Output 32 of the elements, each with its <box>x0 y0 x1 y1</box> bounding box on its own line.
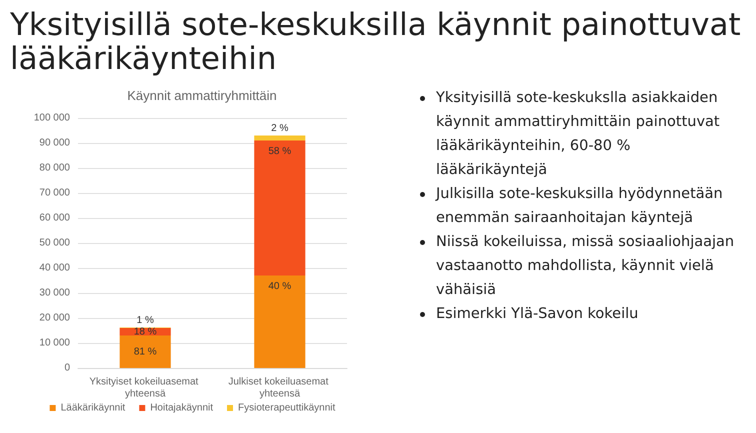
legend-label: Hoitajakäynnit <box>150 402 214 414</box>
text: Julkisilla sote-keskuksilla hyödynnetään enemmän sairaanhoitajan käyntejä <box>436 185 724 228</box>
text: Esimerkki Ylä-Savon kokeilu <box>436 305 640 324</box>
y-tick-label: 60 000 <box>39 212 70 224</box>
y-tick-label: 80 000 <box>39 162 70 174</box>
x-tick-label: Yksityiset kokeiluasemat yhteensä <box>89 376 202 400</box>
x-tick-label: Julkiset kokeiluasemat yhteensä <box>228 376 332 400</box>
annotation: 40 % <box>268 281 292 292</box>
y-tick-label: 70 000 <box>39 188 70 198</box>
bar <box>120 336 171 368</box>
y-tick-label: 40 000 <box>39 262 70 274</box>
y-tick-label: 20 000 <box>39 312 70 324</box>
chart-subtitle: Käynnit ammattiryhmittäin <box>127 88 277 103</box>
annotation: 1 % <box>136 315 154 326</box>
annotation: 2 % <box>271 123 288 134</box>
y-tick-label: 10 000 <box>39 338 70 348</box>
y-tick-label: 50 000 <box>39 238 70 248</box>
text: Niissä kokeiluissa, missä sosiaaliohjaajan vastaanotto mahdollista, käynnit vielä vähäisiä <box>436 233 736 300</box>
annotation: 81 % <box>134 346 157 358</box>
bar <box>254 140 306 276</box>
annotation: 18 % <box>134 326 157 338</box>
chart-title: Yksityisillä sote-keskuksilla käynnit painottuvat lääkärikäynteihin <box>10 7 742 77</box>
y-tick-label: 90 000 <box>39 138 70 148</box>
bar <box>254 136 306 140</box>
bar <box>254 276 306 368</box>
y-tick-label: 0 <box>64 362 70 374</box>
legend-label: Lääkärikäynnit <box>60 402 126 414</box>
annotation: 58 % <box>268 146 292 157</box>
legend-label: Fysioterapeuttikäynnit <box>238 402 336 414</box>
text: Yksityisillä sote-keskukslla asiakkaiden käynnit ammattiryhmittäin painottuvat lääkärikäynteihin, 60-80 % lääkärikäyntejä <box>436 89 721 180</box>
y-tick-label: 100 000 <box>34 112 70 124</box>
y-tick-label: 30 000 <box>39 288 70 298</box>
